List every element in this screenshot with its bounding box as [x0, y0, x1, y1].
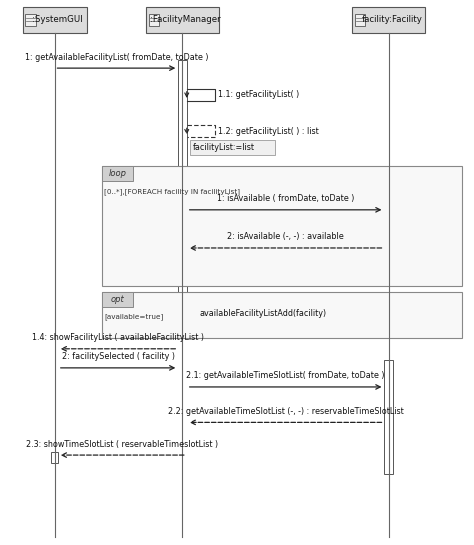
- Text: 2: isAvailable (-, -) : available: 2: isAvailable (-, -) : available: [227, 232, 344, 241]
- Text: 1: isAvailable ( fromDate, toDate ): 1: isAvailable ( fromDate, toDate ): [217, 194, 354, 203]
- Bar: [148, 14, 159, 26]
- Bar: [146, 7, 219, 33]
- Text: 2.1: getAvailableTimeSlotList( fromDate, toDate ): 2.1: getAvailableTimeSlotList( fromDate,…: [186, 371, 385, 380]
- Bar: [178, 60, 187, 338]
- Bar: [355, 14, 365, 26]
- Text: loop: loop: [109, 169, 126, 178]
- Bar: [102, 292, 462, 338]
- Text: 1.2: getFacilityList( ) : list: 1.2: getFacilityList( ) : list: [218, 127, 319, 136]
- Text: 2: facilitySelected ( facility ): 2: facilitySelected ( facility ): [62, 352, 174, 361]
- Bar: [102, 292, 133, 307]
- Text: :SystemGUI: :SystemGUI: [32, 15, 83, 24]
- Text: :FacilityManager: :FacilityManager: [150, 15, 221, 24]
- Bar: [51, 452, 58, 463]
- Text: [0..*],[FOREACH facility IN facilityList]: [0..*],[FOREACH facility IN facilityList…: [104, 188, 240, 195]
- Bar: [102, 166, 462, 286]
- Text: 1.1: getFacilityList( ): 1.1: getFacilityList( ): [218, 90, 299, 99]
- Bar: [25, 14, 36, 26]
- Text: availableFacilityListAdd(facility): availableFacilityListAdd(facility): [199, 309, 326, 318]
- Text: facilityList:=list: facilityList:=list: [192, 143, 255, 152]
- Bar: [102, 166, 133, 181]
- Bar: [384, 360, 393, 474]
- Text: [available=true]: [available=true]: [104, 313, 164, 320]
- Text: facility:Facility: facility:Facility: [361, 15, 422, 24]
- Text: 2.2: getAvailableTimeSlotList (-, -) : reservableTimeSlotList: 2.2: getAvailableTimeSlotList (-, -) : r…: [168, 407, 403, 416]
- Bar: [23, 7, 86, 33]
- Bar: [352, 7, 426, 33]
- Text: 1.4: showFacilityList ( availableFacilityList ): 1.4: showFacilityList ( availableFacilit…: [32, 333, 204, 342]
- Text: 2.3: showTimeSlotList ( reservableTimeslotList ): 2.3: showTimeSlotList ( reservableTimesl…: [26, 439, 219, 449]
- Bar: [190, 140, 275, 155]
- Text: opt: opt: [110, 295, 124, 304]
- Text: 1: getAvailableFacilityList( fromDate, toDate ): 1: getAvailableFacilityList( fromDate, t…: [25, 52, 208, 62]
